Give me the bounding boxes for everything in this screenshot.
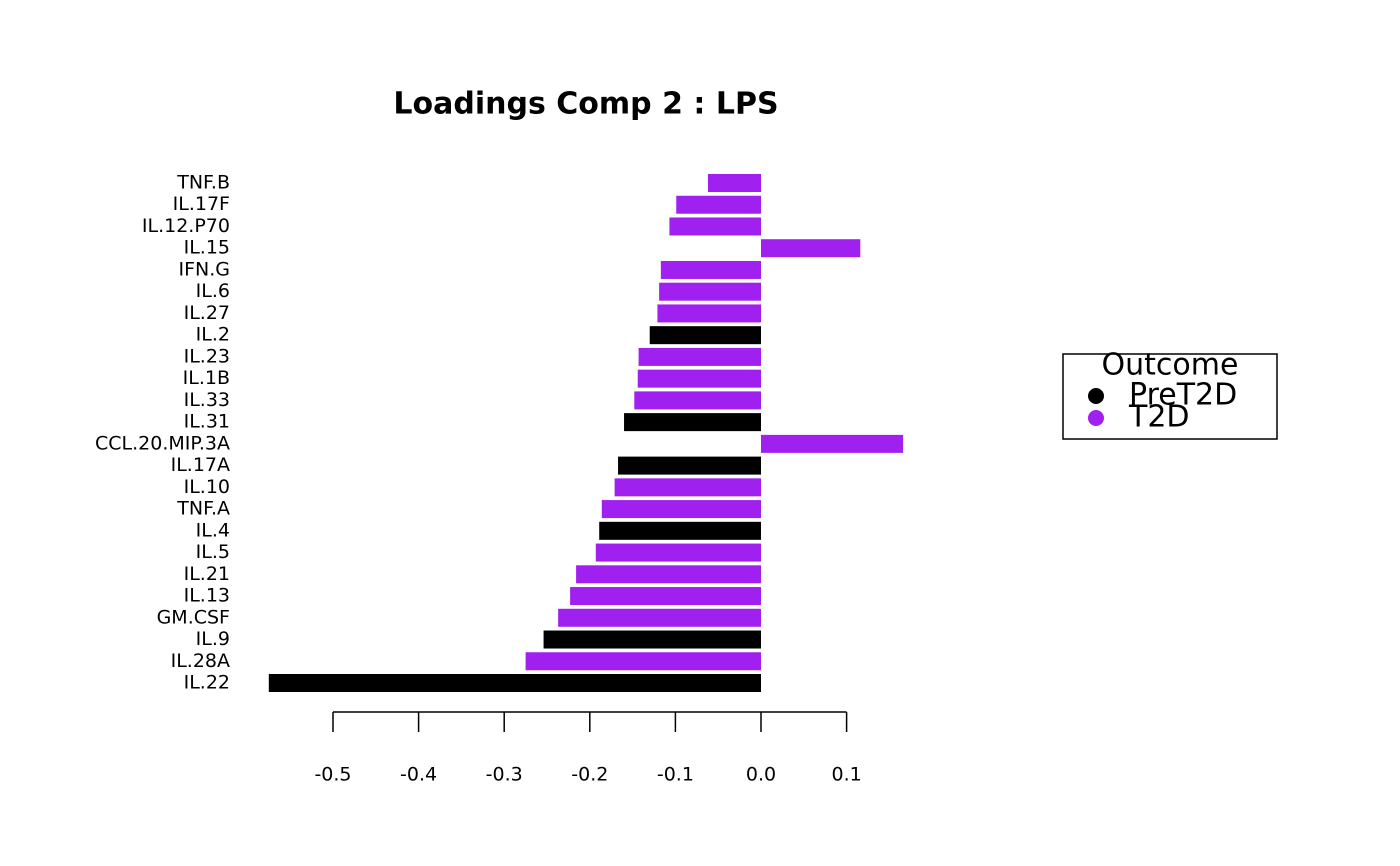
y-tick-label: GM.CSF <box>157 606 230 628</box>
bar <box>570 587 761 606</box>
bar <box>657 304 761 323</box>
y-tick-label: IL.10 <box>184 476 230 498</box>
bar <box>676 195 761 214</box>
y-tick-label: IL.12.P70 <box>142 215 230 237</box>
y-tick-label: IL.9 <box>196 628 230 650</box>
bar <box>624 413 761 432</box>
bar <box>599 521 761 540</box>
y-tick-label: IL.2 <box>196 324 230 346</box>
bar <box>669 217 761 236</box>
y-tick-label: TNF.A <box>176 498 230 520</box>
bar <box>637 369 761 388</box>
bar <box>595 543 761 562</box>
bar <box>761 434 904 453</box>
bar <box>761 239 861 258</box>
y-tick-label: IL.22 <box>184 672 230 694</box>
y-tick-label: IFN.G <box>178 258 230 280</box>
x-tick-label: 0.0 <box>746 764 776 786</box>
legend-marker <box>1088 410 1104 426</box>
y-tick-label: IL.15 <box>184 237 230 259</box>
y-tick-label: IL.5 <box>196 541 230 563</box>
legend-label: PreT2D <box>1129 378 1237 413</box>
y-tick-label: IL.21 <box>184 563 230 585</box>
bar <box>614 478 761 497</box>
chart-title: Loadings Comp 2 : LPS <box>393 87 778 122</box>
y-tick-label: IL.1B <box>183 367 230 389</box>
bar <box>268 674 761 692</box>
bar <box>634 391 761 410</box>
y-tick-label: IL.33 <box>184 389 230 411</box>
legend-label: T2D <box>1128 400 1190 435</box>
bar <box>558 608 761 627</box>
bar <box>659 282 761 301</box>
y-tick-label: IL.13 <box>184 585 230 607</box>
y-tick-label: IL.4 <box>196 519 230 541</box>
x-tick-label: -0.4 <box>400 764 437 786</box>
bar <box>525 652 761 671</box>
y-tick-label: IL.31 <box>184 411 230 433</box>
bar <box>660 260 761 279</box>
legend-title: Outcome <box>1102 348 1239 383</box>
bar <box>638 347 761 366</box>
bar <box>618 456 761 475</box>
bar <box>576 565 761 584</box>
y-tick-label: TNF.B <box>176 172 230 194</box>
x-tick-label: -0.2 <box>571 764 608 786</box>
bar <box>649 326 761 345</box>
legend-marker <box>1088 388 1104 404</box>
x-tick-label: 0.1 <box>831 764 861 786</box>
y-tick-label: IL.17A <box>171 454 230 476</box>
x-tick-label: -0.1 <box>657 764 694 786</box>
y-tick-label: IL.23 <box>184 345 230 367</box>
y-tick-label: IL.17F <box>173 193 230 215</box>
y-tick-label: IL.6 <box>196 280 230 302</box>
legend-box <box>1062 353 1278 440</box>
bar <box>707 174 761 192</box>
y-tick-label: CCL.20.MIP.3A <box>95 432 230 454</box>
bar <box>601 500 761 519</box>
y-tick-label: IL.28A <box>171 650 230 672</box>
x-tick-label: -0.3 <box>486 764 523 786</box>
bar <box>543 630 761 649</box>
x-tick-label: -0.5 <box>314 764 351 786</box>
y-tick-label: IL.27 <box>184 302 230 324</box>
